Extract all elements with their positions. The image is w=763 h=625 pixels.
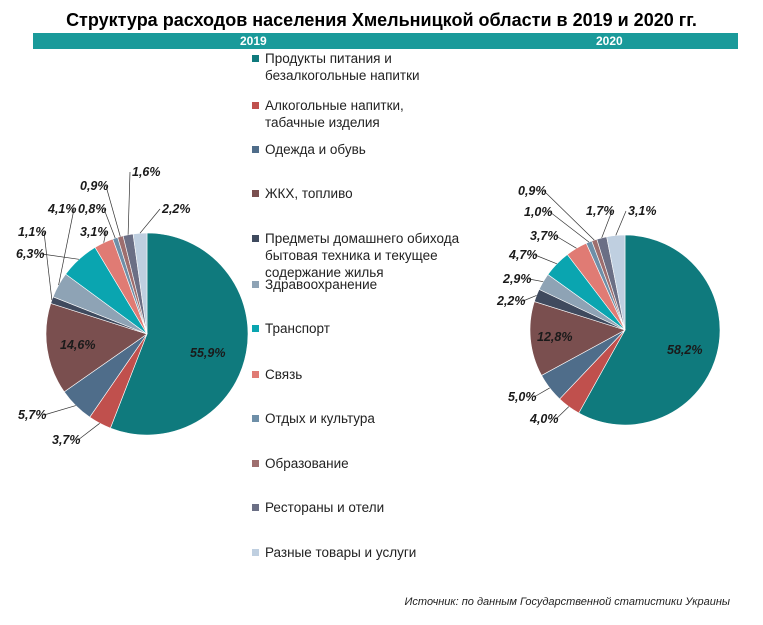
legend-item-12: Разные товары и услуги [252, 544, 416, 561]
data-label-2019-12: 2,2% [161, 202, 191, 216]
legend-swatch [252, 504, 259, 511]
legend-label: Связь [265, 367, 303, 382]
leader-line-2020-3 [533, 387, 550, 398]
legend-swatch [252, 235, 259, 242]
pie-slice-2020-1 [578, 234, 721, 426]
data-label-2019-1: 55,9% [190, 346, 225, 360]
legend-label: Разные товары и услуги [265, 545, 417, 560]
legend-item-2: Алкогольные напитки, табачные изделия [252, 97, 404, 131]
leader-line-2020-8 [555, 235, 577, 249]
data-label-2020-5: 2,2% [496, 294, 526, 308]
data-label-2019-4: 14,6% [60, 338, 95, 352]
pie-slice-2019-12 [132, 232, 148, 335]
legend-item-11: Рестораны и отели [252, 499, 384, 516]
data-label-2020-10: 0,9% [518, 184, 547, 198]
leader-line-2020-5 [522, 295, 537, 302]
data-label-2020-1: 58,2% [667, 343, 702, 357]
legend-swatch [252, 190, 259, 197]
data-label-2020-8: 3,7% [530, 229, 559, 243]
data-label-2020-7: 4,7% [508, 248, 538, 262]
legend-item-3: Одежда и обувь [252, 141, 366, 158]
pie-slice-2019-4 [45, 303, 148, 393]
legend-label: Алкогольные напитки, табачные изделия [265, 98, 404, 130]
leader-line-2020-10 [543, 190, 595, 241]
legend-item-9: Отдых и культура [252, 410, 375, 427]
legend-swatch [252, 549, 259, 556]
leader-line-2020-12 [615, 210, 627, 236]
legend-swatch [252, 415, 259, 422]
legend-item-1: Продукты питания и безалкогольные напитк… [252, 50, 420, 84]
data-label-2020-9: 1,0% [524, 205, 553, 219]
legend-item-7: Транспорт [252, 320, 330, 337]
leader-line-2019-10 [105, 185, 121, 237]
legend-label: Рестораны и отели [265, 500, 385, 515]
leader-line-2019-9 [103, 208, 116, 239]
data-label-2020-6: 2,9% [502, 272, 532, 286]
legend-label: Предметы домашнего обихода бытовая техни… [265, 231, 460, 280]
data-label-2020-4: 12,8% [537, 330, 572, 344]
leader-line-2019-8 [103, 231, 107, 243]
legend-swatch [252, 55, 259, 62]
leader-line-2019-6 [58, 208, 75, 286]
legend-swatch [252, 371, 259, 378]
leader-line-2019-7 [41, 253, 80, 260]
leader-line-2020-7 [534, 254, 558, 265]
pie-slice-2019-1 [110, 232, 249, 436]
data-label-2019-11: 1,6% [132, 165, 161, 179]
chart-title: Структура расходов населения Хмельницкой… [66, 10, 697, 30]
leader-line-2020-11 [601, 210, 613, 239]
data-label-2020-2: 4,0% [529, 412, 559, 426]
data-label-2019-3: 5,7% [18, 408, 47, 422]
legend-swatch [252, 102, 259, 109]
data-label-2019-9: 0,8% [78, 202, 107, 216]
legend-item-6: Здравоохранение [252, 276, 377, 293]
legend-label: Здравоохранение [265, 277, 378, 292]
legend-label: Образование [265, 456, 349, 471]
data-label-2019-6: 4,1% [47, 202, 77, 216]
leader-line-2019-2 [77, 423, 100, 441]
leader-line-2019-12 [139, 208, 161, 234]
legend-label: Отдых и культура [265, 411, 375, 426]
legend-label: Транспорт [265, 321, 330, 336]
data-label-2020-12: 3,1% [628, 204, 657, 218]
legend-swatch [252, 325, 259, 332]
pie-2020: 58,2% 4,0% 5,0% 12,8% 2,2% 2,9% 4,7% 3,7% 1,0% 0,… [496, 184, 721, 426]
legend-label: ЖКХ, топливо [265, 186, 353, 201]
legend-swatch [252, 460, 259, 467]
legend-label: Продукты питания и безалкогольные напитк… [265, 51, 420, 83]
legend-item-4: ЖКХ, топливо [252, 185, 353, 202]
data-label-2020-11: 1,7% [586, 204, 615, 218]
pie-slice-2020-4 [529, 301, 626, 376]
data-label-2019-7: 6,3% [16, 247, 45, 261]
year-label-2020: 2020 [596, 34, 623, 48]
pie-slice-2020-12 [606, 234, 626, 331]
data-label-2020-3: 5,0% [508, 390, 537, 404]
year-label-2019: 2019 [240, 34, 267, 48]
pie-2019: 55,9% 3,7% 5,7% 14,6% 1,1%4,1% 6,3% 3,1% 0,8% 0,… [16, 165, 249, 447]
legend-item-8: Связь [252, 366, 302, 383]
leader-line-2019-11 [127, 171, 131, 235]
data-label-2019-10: 0,9% [80, 179, 109, 193]
leader-line-2019-3 [43, 405, 76, 416]
legend-item-10: Образование [252, 455, 349, 472]
data-label-2019-2: 3,7% [52, 433, 81, 447]
data-label-2019-5: 1,1% [18, 225, 47, 239]
leader-line-2020-9 [549, 211, 590, 243]
legend-item-5: Предметы домашнего обихода бытовая техни… [252, 230, 459, 281]
leader-line-2019-5 [43, 231, 53, 301]
legend-swatch [252, 281, 259, 288]
leader-line-2020-2 [555, 406, 570, 420]
leader-line-2020-6 [528, 278, 544, 283]
source-note: Источник: по данным Государственной стат… [404, 596, 730, 608]
legend-label: Одежда и обувь [265, 142, 366, 157]
legend-swatch [252, 146, 259, 153]
data-label-2019-8: 3,1% [80, 225, 109, 239]
year-band [33, 33, 738, 49]
